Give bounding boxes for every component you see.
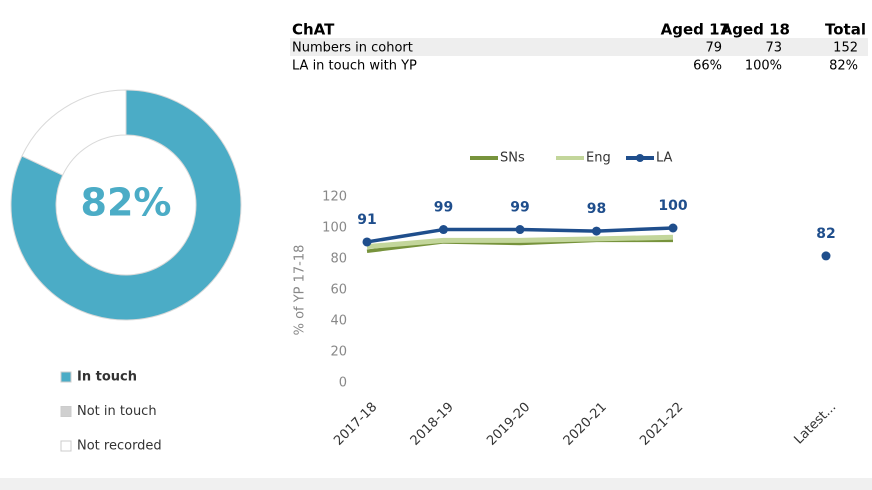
table-cell: 79 xyxy=(705,41,722,56)
point-marker xyxy=(362,237,372,247)
legend-label: Not recorded xyxy=(77,439,162,454)
point-marker xyxy=(515,225,525,235)
legend-swatch xyxy=(60,406,72,417)
legend-label: In touch xyxy=(77,370,137,385)
data-label: 98 xyxy=(587,201,606,217)
row-shade xyxy=(290,38,868,56)
data-label: 99 xyxy=(434,200,453,216)
table-cell: 73 xyxy=(765,41,782,56)
table-header: ChAT xyxy=(292,21,335,39)
y-tick-label: 100 xyxy=(322,221,347,236)
table-cell: 100% xyxy=(745,59,782,74)
data-label: 82 xyxy=(816,226,835,242)
x-tick-label: 2021-22 xyxy=(637,400,686,449)
legend-label: Not in touch xyxy=(77,404,157,419)
legend-swatch xyxy=(60,371,72,383)
x-tick-label: 2018-19 xyxy=(408,400,457,449)
y-tick-label: 0 xyxy=(339,376,347,391)
data-label: 91 xyxy=(357,212,376,228)
donut-slice xyxy=(21,89,127,176)
x-tick-label: 2020-21 xyxy=(561,400,610,449)
y-tick-label: 60 xyxy=(330,283,347,298)
table-header: Total xyxy=(825,21,866,39)
x-tick-label: Latest... xyxy=(792,400,840,448)
table-header: Aged 17 xyxy=(661,21,730,39)
legend-label: SNs xyxy=(500,151,525,166)
data-label: 100 xyxy=(658,198,687,214)
x-tick-label: 2019-20 xyxy=(484,400,533,449)
point-marker xyxy=(439,225,448,235)
point-marker xyxy=(668,223,678,233)
table-cell: 66% xyxy=(693,59,722,74)
y-tick-label: 80 xyxy=(330,252,347,267)
legend-marker xyxy=(636,154,644,162)
footer-bar xyxy=(0,478,872,490)
legend-label: LA xyxy=(656,151,673,166)
data-label: 99 xyxy=(510,200,529,216)
point-marker xyxy=(592,226,601,236)
y-tick-label: 120 xyxy=(322,190,347,205)
legend-swatch xyxy=(60,440,72,452)
y-tick-label: 40 xyxy=(330,314,347,329)
x-tick-label: 2017-18 xyxy=(331,400,380,449)
donut-center-label: 82% xyxy=(81,181,172,225)
y-axis-label: % of YP 17-18 xyxy=(293,245,308,336)
series-line xyxy=(366,234,674,250)
table-cell: LA in touch with YP xyxy=(292,59,417,74)
donut-slice xyxy=(10,89,242,321)
table-cell: 152 xyxy=(833,41,858,56)
point-marker xyxy=(821,251,831,261)
table-cell: 82% xyxy=(829,59,858,74)
table-header: Aged 18 xyxy=(721,21,790,39)
y-tick-label: 20 xyxy=(330,345,347,360)
table-cell: Numbers in cohort xyxy=(292,41,413,56)
legend-label: Eng xyxy=(586,151,611,166)
